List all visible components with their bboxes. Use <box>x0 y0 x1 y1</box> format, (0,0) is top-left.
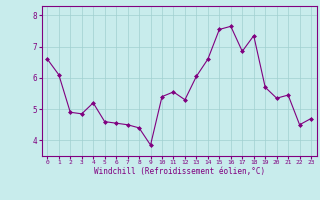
X-axis label: Windchill (Refroidissement éolien,°C): Windchill (Refroidissement éolien,°C) <box>94 167 265 176</box>
